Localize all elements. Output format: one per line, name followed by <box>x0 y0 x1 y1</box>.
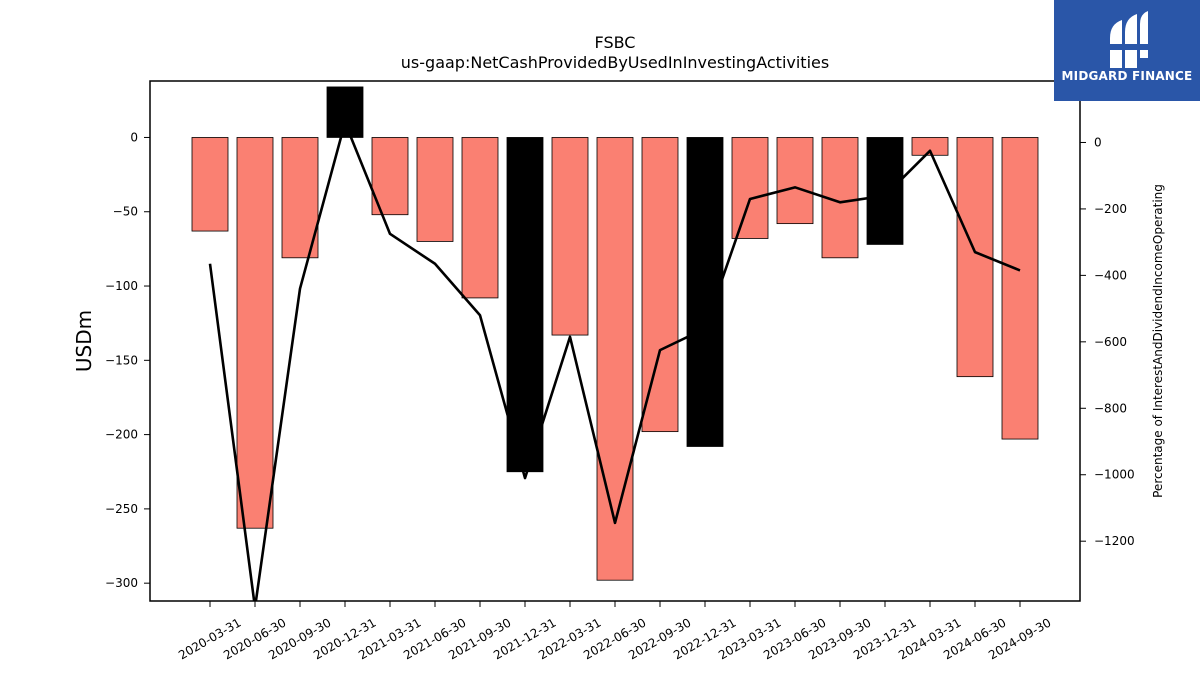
bar-2022-03-31 <box>551 137 589 336</box>
y-axis-label-right: Percentage of InterestAndDividendIncomeO… <box>1151 184 1165 498</box>
y-axis-label-left: USDm <box>72 310 96 372</box>
bar-2024-03-31 <box>911 137 949 156</box>
bar-2024-09-30 <box>1001 137 1039 440</box>
y-tick-label-right: −1200 <box>1094 534 1135 548</box>
bar-2023-12-31 <box>866 137 904 245</box>
bar-2022-09-30 <box>641 137 679 433</box>
y-tick-label-right: 0 <box>1094 135 1102 149</box>
y-tick-label-right: −600 <box>1094 335 1127 349</box>
bar-2023-03-31 <box>731 137 769 239</box>
bar-2023-06-30 <box>776 137 814 225</box>
bar-2020-12-31 <box>326 86 364 138</box>
y-tick-label-left: −250 <box>105 502 138 516</box>
y-tick-label-right: −1000 <box>1094 468 1135 482</box>
midgard-logo-icon <box>1108 11 1150 68</box>
y-tick-label-right: −400 <box>1094 268 1127 282</box>
y-tick-label-left: 0 <box>130 130 138 144</box>
brand-logo: MIDGARD FINANCE <box>1054 0 1200 101</box>
bar-2021-12-31 <box>506 137 544 473</box>
y-tick-label-left: −100 <box>105 279 138 293</box>
bar-2021-06-30 <box>416 137 454 242</box>
brand-name: MIDGARD FINANCE <box>1061 69 1193 83</box>
bar-2021-09-30 <box>461 137 499 299</box>
line-series <box>208 121 1021 601</box>
y-tick-label-right: −200 <box>1094 202 1127 216</box>
bar-2022-06-30 <box>596 137 634 581</box>
chart-title: FSBC <box>595 33 636 52</box>
bar-2020-09-30 <box>281 137 319 259</box>
y-tick-label-left: −50 <box>113 205 138 219</box>
y-tick-label-left: −150 <box>105 353 138 367</box>
y-tick-label-left: −200 <box>105 428 138 442</box>
bar-2020-06-30 <box>236 137 274 529</box>
y-tick-label-right: −800 <box>1094 401 1127 415</box>
chart-subtitle: us-gaap:NetCashProvidedByUsedInInvesting… <box>401 53 829 72</box>
bar-2020-03-31 <box>191 137 229 232</box>
y-tick-label-left: −300 <box>105 576 138 590</box>
